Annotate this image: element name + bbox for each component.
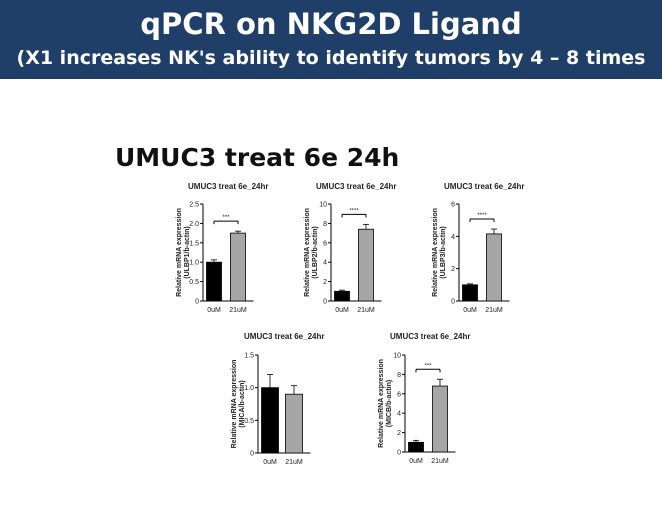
x-tick-label: 21uM — [485, 307, 503, 314]
chart-mica: UMUC3 treat 6e_24hr Relative mRNA express… — [231, 332, 324, 466]
y-axis-label-line2: (ULBP2/b-actin) — [312, 226, 319, 279]
y-tick-label: 10 — [393, 353, 401, 360]
significance-label: *** — [222, 215, 230, 221]
y-tick-label: 2.0 — [189, 221, 199, 228]
chart-title: UMUC3 treat 6e_24hr — [444, 182, 524, 191]
bar — [206, 261, 222, 302]
chart-ulbp1: UMUC3 treat 6e_24hr Relative mRNA express… — [176, 182, 268, 314]
significance-label: **** — [349, 208, 359, 214]
y-tick-label: 2 — [323, 279, 327, 286]
y-tick-label: 8 — [397, 372, 401, 379]
y-axis-label: Relative mRNA expression(MICB/b-actin) — [378, 359, 393, 448]
bar — [285, 393, 303, 454]
y-tick-label: 0 — [451, 299, 455, 306]
bar — [408, 441, 424, 453]
y-axis-label: Relative mRNA expression(ULBP3/b-actin) — [432, 208, 447, 297]
x-tick-label: 0uM — [207, 307, 221, 314]
y-tick-label: 2 — [451, 266, 455, 273]
x-tick-label: 21uM — [285, 459, 303, 466]
y-tick-label: 0 — [250, 451, 254, 458]
y-axis-label-line2: (ULBP3/b-actin) — [440, 226, 447, 279]
y-axis-label-line2: (ULBP1/b-actin) — [184, 226, 191, 279]
bar — [462, 284, 478, 302]
y-tick-label: 6 — [323, 240, 327, 247]
y-axis-label-line1: Relative mRNA expression — [378, 359, 385, 448]
y-tick-label: 10 — [319, 202, 327, 209]
y-tick-label: 1.0 — [189, 260, 199, 267]
y-axis-label: Relative mRNA expression(MICA/b-actin) — [231, 360, 246, 449]
y-axis-label: Relative mRNA expression(ULBP1/b-actin) — [176, 208, 191, 297]
chart-title: UMUC3 treat 6e_24hr — [390, 332, 470, 341]
significance-label: **** — [477, 213, 487, 219]
bar — [334, 290, 350, 302]
significance-label: *** — [424, 363, 432, 369]
x-tick-label: 21uM — [431, 458, 449, 465]
y-axis-label-line1: Relative mRNA expression — [176, 208, 183, 297]
y-axis-label: Relative mRNA expression(ULBP2/b-actin) — [304, 208, 319, 297]
figure-title: UMUC3 treat 6e 24h — [115, 143, 400, 172]
y-axis-label-line1: Relative mRNA expression — [231, 360, 238, 449]
y-tick-label: 1.5 — [244, 353, 254, 360]
y-tick-label: 4 — [397, 411, 401, 418]
x-tick-label: 0uM — [335, 307, 349, 314]
x-tick-label: 21uM — [229, 307, 247, 314]
y-tick-label: 6 — [397, 391, 401, 398]
chart-title: UMUC3 treat 6e_24hr — [244, 332, 324, 341]
y-tick-label: 0 — [195, 299, 199, 306]
x-tick-label: 0uM — [409, 458, 423, 465]
y-tick-label: 4 — [323, 260, 327, 267]
y-axis-label-line1: Relative mRNA expression — [304, 208, 311, 297]
bar — [230, 232, 246, 302]
y-axis-label-line2: (MICB/b-actin) — [386, 380, 393, 427]
y-tick-label: 4 — [451, 234, 455, 241]
y-tick-label: 6 — [451, 202, 455, 209]
x-tick-label: 0uM — [263, 459, 277, 466]
y-axis-label-line1: Relative mRNA expression — [432, 208, 439, 297]
y-tick-label: 2.5 — [189, 202, 199, 209]
chart-micb: UMUC3 treat 6e_24hr Relative mRNA express… — [378, 332, 470, 465]
chart-title: UMUC3 treat 6e_24hr — [316, 182, 396, 191]
chart-ulbp2: UMUC3 treat 6e_24hr Relative mRNA express… — [304, 182, 396, 314]
y-axis-label-line2: (MICA/b-actin) — [239, 380, 246, 427]
y-tick-label: 1.0 — [244, 385, 254, 392]
y-tick-label: 0 — [323, 299, 327, 306]
page-title: qPCR on NKG2D Ligand — [140, 7, 522, 41]
y-tick-label: 0 — [397, 450, 401, 457]
bar — [261, 387, 279, 454]
chart-title: UMUC3 treat 6e_24hr — [188, 182, 268, 191]
y-tick-label: 8 — [323, 221, 327, 228]
y-tick-label: 0.5 — [189, 279, 199, 286]
chart-ulbp3: UMUC3 treat 6e_24hr Relative mRNA express… — [432, 182, 524, 314]
x-tick-label: 21uM — [357, 307, 375, 314]
y-tick-label: 0.5 — [244, 418, 254, 425]
header-banner: qPCR on NKG2D Ligand (X1 increases NK's … — [0, 0, 662, 79]
bar — [432, 385, 448, 453]
bar — [486, 233, 502, 302]
bar — [358, 228, 374, 302]
x-tick-label: 0uM — [463, 307, 477, 314]
page-subtitle: (X1 increases NK's ability to identify t… — [16, 47, 646, 69]
y-tick-label: 2 — [397, 430, 401, 437]
y-tick-label: 1.5 — [189, 240, 199, 247]
